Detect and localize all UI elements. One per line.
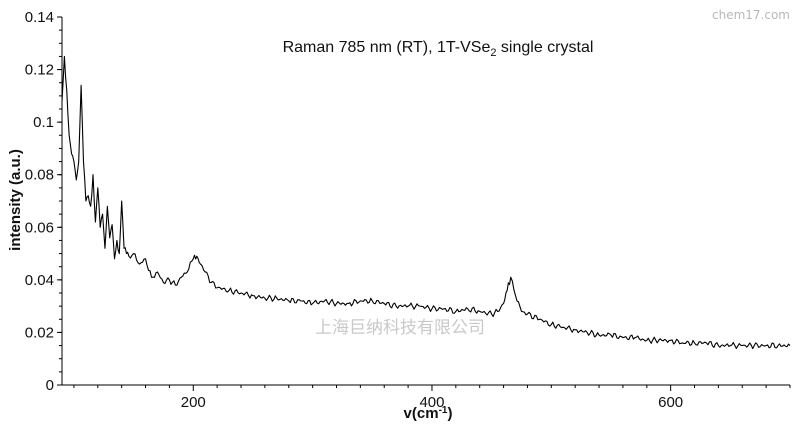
y-tick-label: 0.12 — [25, 62, 54, 79]
y-axis-ticks: 0 0.02 0.04 0.06 0.08 0.1 0.12 0.14 — [25, 9, 62, 394]
y-tick-label: 0.08 — [25, 167, 54, 184]
x-tick-label: 400 — [419, 394, 444, 411]
y-tick-label: 0.02 — [25, 324, 54, 341]
y-tick-label: 0 — [46, 377, 54, 394]
watermark-top-right: chem17.com — [712, 8, 790, 22]
plot-area: 0 0.02 0.04 0.06 0.08 0.1 0.12 0.14 200 400 600 — [25, 9, 791, 411]
x-tick-label: 600 — [658, 394, 683, 411]
y-tick-label: 0.06 — [25, 219, 54, 236]
watermark-center: 上海巨纳科技有限公司 — [315, 318, 485, 338]
y-tick-label: 0.1 — [33, 114, 54, 131]
x-axis-title: v(cm-1) — [404, 405, 453, 422]
spectrum-line — [61, 55, 791, 350]
y-axis-title: intensity (a.u.) — [7, 149, 24, 251]
y-tick-label: 0.14 — [25, 9, 54, 26]
x-axis-ticks: 200 400 600 — [73, 385, 791, 411]
chart-title: Raman 785 nm (RT), 1T-VSe2 single crysta… — [283, 39, 594, 59]
x-tick-label: 200 — [181, 394, 206, 411]
y-tick-label: 0.04 — [25, 272, 54, 289]
